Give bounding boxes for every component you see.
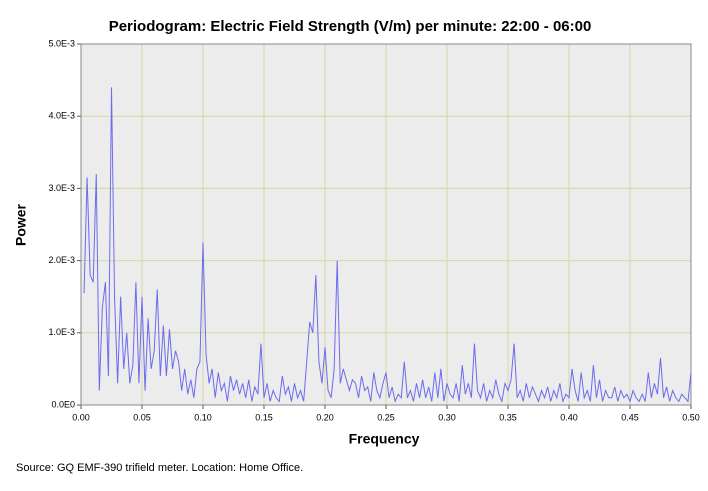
x-tick-label: 0.20 [316,412,334,422]
x-tick-label: 0.10 [194,412,212,422]
y-tick-label: 3.0E-3 [48,183,75,193]
x-tick-label: 0.25 [377,412,395,422]
y-tick-label: 5.0E-3 [48,38,75,48]
x-tick-label: 0.05 [133,412,151,422]
y-tick-label: 2.0E-3 [48,255,75,265]
y-tick-label: 4.0E-3 [48,111,75,121]
plot-border [80,43,692,406]
x-tick-label: 0.00 [72,412,90,422]
x-axis-label: Frequency [349,431,420,447]
x-tick-label: 0.45 [621,412,639,422]
x-tick-label: 0.50 [682,412,700,422]
chart-title: Periodogram: Electric Field Strength (V/… [109,18,592,35]
source-note: Source: GQ EMF-390 trifield meter. Locat… [16,462,303,474]
y-tick-label: 0.0E0 [51,399,75,409]
data-line [83,87,692,404]
x-tick-label: 0.35 [499,412,517,422]
y-tick-label: 1.0E-3 [48,327,75,337]
x-tick-label: 0.30 [438,412,456,422]
y-axis-label: Power [13,203,29,246]
x-tick-label: 0.15 [255,412,273,422]
x-tick-label: 0.40 [560,412,578,422]
